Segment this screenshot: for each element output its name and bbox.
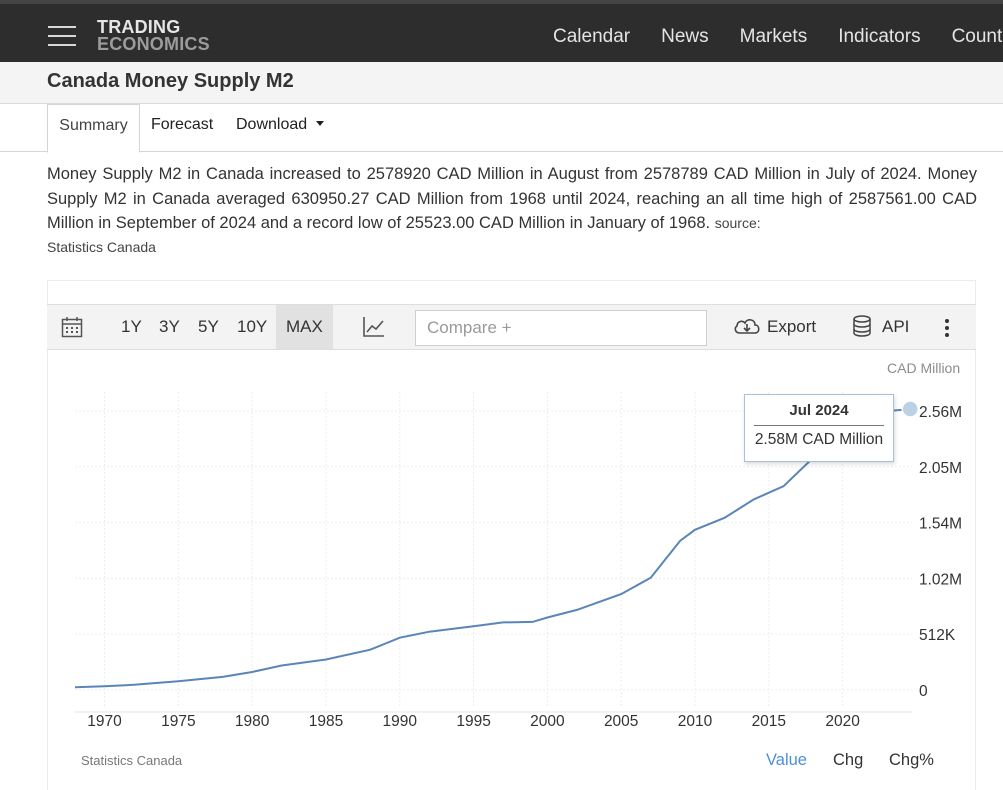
summary-description: Money Supply M2 in Canada increased to 2… <box>47 162 977 259</box>
y-tick-label: 1.54M <box>919 516 962 533</box>
x-tick-label: 2000 <box>530 713 565 730</box>
range-5y-button[interactable]: 5Y <box>198 317 219 336</box>
hover-point <box>901 400 919 418</box>
nav-link-calendar[interactable]: Calendar <box>553 26 631 47</box>
nav-link-news[interactable]: News <box>661 26 709 47</box>
chgpct-toggle[interactable]: Chg% <box>889 751 934 769</box>
chart-type-icon[interactable] <box>363 305 385 349</box>
tab-download-label: Download <box>236 116 308 133</box>
y-tick-label: 512K <box>919 627 956 644</box>
export-label: Export <box>767 317 817 336</box>
tab-summary[interactable]: Summary <box>47 104 140 153</box>
x-tick-label: 2015 <box>752 713 786 730</box>
x-tick-label: 1980 <box>235 713 270 730</box>
nav-link-indicators[interactable]: Indicators <box>838 26 921 47</box>
tooltip-value: 2.58M CAD Million <box>754 431 884 448</box>
tab-bar: Summary Forecast Download <box>0 104 1003 153</box>
api-button[interactable]: API <box>852 305 909 349</box>
x-tick-label: 2010 <box>678 713 713 730</box>
logo-line2: ECONOMICS <box>97 34 210 54</box>
x-tick-label: 2005 <box>604 713 638 730</box>
title-bar: Canada Money Supply M2 <box>0 62 1003 104</box>
more-options-icon[interactable] <box>944 305 950 349</box>
calendar-icon[interactable] <box>61 305 83 349</box>
tab-forecast[interactable]: Forecast <box>151 116 214 133</box>
cloud-download-icon <box>734 319 760 334</box>
y-tick-label: 2.56M <box>919 404 962 421</box>
hamburger-menu-icon[interactable] <box>48 26 76 48</box>
x-tick-label: 1970 <box>87 713 122 730</box>
chart-unit-label: CAD Million <box>887 360 961 376</box>
api-label: API <box>882 317 910 336</box>
export-button[interactable]: Export <box>733 305 816 349</box>
range-3y-button[interactable]: 3Y <box>159 317 180 336</box>
range-10y-button[interactable]: 10Y <box>237 317 268 336</box>
source-link[interactable]: Statistics Canada <box>47 238 156 255</box>
nav-links: Calendar News Markets Indicators Countri… <box>553 26 1003 48</box>
tab-download[interactable]: Download <box>236 104 325 152</box>
y-tick-label: 2.05M <box>919 460 962 477</box>
caret-down-icon <box>316 121 325 126</box>
nav-link-markets[interactable]: Markets <box>739 26 808 47</box>
source-label: source: <box>714 215 761 231</box>
value-toggle[interactable]: Value <box>766 751 807 769</box>
y-tick-label: 0 <box>919 683 928 700</box>
x-tick-label: 2020 <box>825 713 860 730</box>
chart-source: Statistics Canada <box>81 753 183 768</box>
x-tick-label: 1985 <box>309 713 343 730</box>
tooltip-date: Jul 2024 <box>754 402 884 426</box>
chart-toolbar: 1Y 3Y 5Y 10Y MAX Export API <box>47 304 976 350</box>
x-tick-label: 1990 <box>383 713 418 730</box>
top-navbar: TRADING ECONOMICS Calendar News Markets … <box>0 0 1003 62</box>
description-text: Money Supply M2 in Canada increased to 2… <box>47 165 977 232</box>
chg-toggle[interactable]: Chg <box>833 751 864 769</box>
nav-link-countries[interactable]: Countries <box>951 26 1003 47</box>
database-icon <box>853 315 871 337</box>
range-1y-button[interactable]: 1Y <box>121 317 142 336</box>
range-max-button[interactable]: MAX <box>276 305 333 349</box>
compare-input[interactable] <box>415 310 707 346</box>
y-tick-label: 1.02M <box>919 571 962 588</box>
chart-card <box>47 280 976 790</box>
x-tick-label: 1975 <box>161 713 195 730</box>
chart-tooltip: Jul 2024 2.58M CAD Million <box>744 394 894 462</box>
site-logo[interactable]: TRADING ECONOMICS <box>97 17 210 54</box>
x-tick-label: 1995 <box>456 713 490 730</box>
page-title: Canada Money Supply M2 <box>47 70 294 92</box>
logo-line1: TRADING <box>97 17 181 37</box>
